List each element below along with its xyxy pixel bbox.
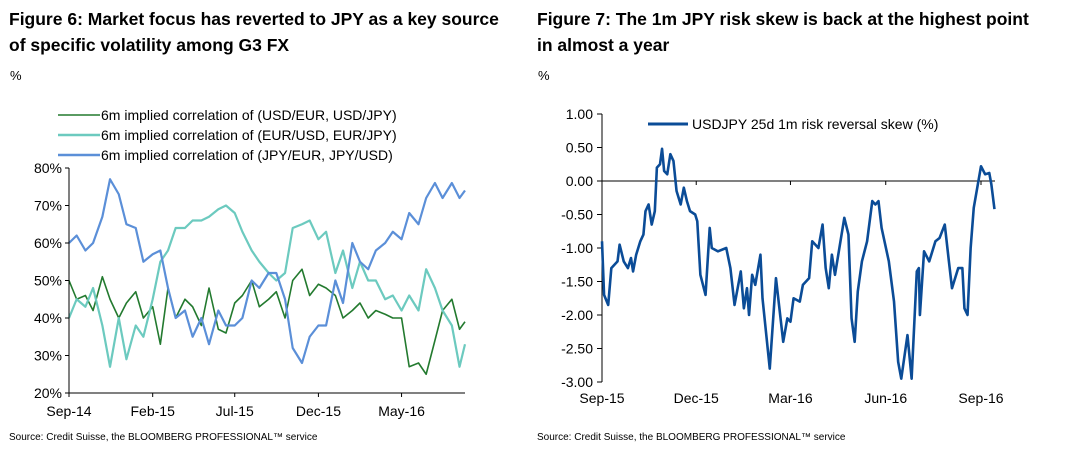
figure7-source: Source: Credit Suisse, the BLOOMBERG PRO… [537,432,846,443]
x-tick-label: Mar-16 [768,390,813,406]
y-tick-label: -0.50 [561,207,593,223]
x-tick-label: Sep-14 [46,403,91,419]
y-tick-label: 0.00 [566,173,593,189]
legend-label: USDJPY 25d 1m risk reversal skew (%) [692,116,938,132]
legend-label: 6m implied correlation of (JPY/EUR, JPY/… [101,147,393,163]
y-tick-label: 70% [34,198,62,214]
legend-label: 6m implied correlation of (EUR/USD, EUR/… [101,127,397,143]
y-tick-label: -1.50 [561,274,593,290]
x-tick-label: Sep-15 [579,390,624,406]
x-tick-label: Dec-15 [296,403,341,419]
y-tick-label: 60% [34,235,62,251]
x-tick-label: Sep-16 [958,390,1003,406]
y-tick-label: 1.00 [566,106,593,122]
y-tick-label: -2.00 [561,307,593,323]
y-tick-label: 50% [34,273,62,289]
y-tick-label: 20% [34,385,62,401]
x-tick-label: Jul-15 [216,403,254,419]
y-tick-label: 80% [34,160,62,176]
y-tick-label: 30% [34,348,62,364]
legend-label: 6m implied correlation of (USD/EUR, USD/… [101,107,397,123]
figure6-title: Figure 6: Market focus has reverted to J… [9,9,499,55]
y-tick-label: -3.00 [561,374,593,390]
x-tick-label: Feb-15 [131,403,176,419]
series-line [68,268,466,376]
x-tick-label: May-16 [378,403,425,419]
y-tick-label: -2.50 [561,341,593,357]
series-line [68,178,466,365]
y-tick-label: 0.50 [566,140,593,156]
x-tick-label: Dec-15 [674,390,719,406]
figure7-title: Figure 7: The 1m JPY risk skew is back a… [537,9,1029,55]
figure6-source: Source: Credit Suisse, the BLOOMBERG PRO… [9,432,318,443]
y-tick-label: -1.00 [561,240,593,256]
figure7-unit-label: % [538,68,550,83]
y-tick-label: 40% [34,310,62,326]
figure6-unit-label: % [10,68,22,83]
x-tick-label: Jun-16 [864,390,907,406]
series-line [600,147,996,380]
